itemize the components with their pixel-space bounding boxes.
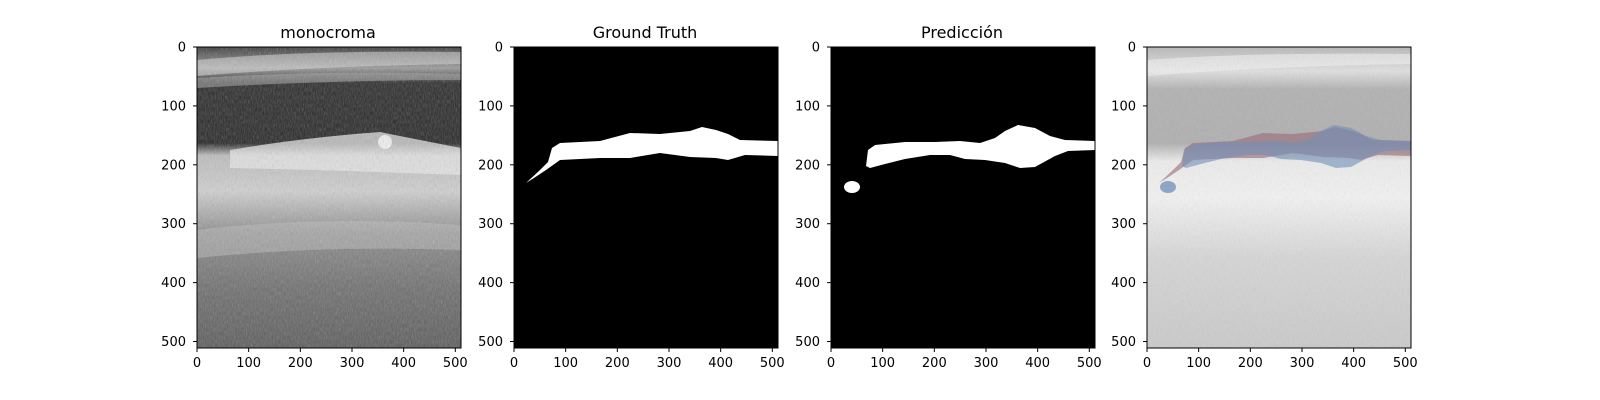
x-tick-label: 500 — [443, 356, 468, 371]
y-tick-label: 400 — [478, 276, 503, 291]
y-tick-label: 500 — [1111, 335, 1136, 350]
x-tick-label: 300 — [340, 356, 365, 371]
y-tick-label: 200 — [478, 158, 503, 173]
panel-monocroma: monocroma — [197, 23, 461, 348]
x-tick-label: 400 — [1341, 356, 1366, 371]
y-tick-label: 200 — [161, 158, 186, 173]
ground-truth-mask — [514, 47, 778, 348]
axes-3: 0 100 200 300 400 500 0 100 200 300 400 500 — [795, 41, 1102, 372]
y-tick-label: 300 — [478, 217, 503, 232]
x-tick-label: 300 — [1290, 356, 1315, 371]
y-tick-label: 100 — [161, 99, 186, 114]
axes-layer: 0 100 200 300 400 500 0 100 200 300 400 500 0 100 200 3… — [161, 41, 1418, 372]
y-tick-label: 300 — [161, 217, 186, 232]
ultrasound-image — [197, 47, 461, 348]
axes-4: 0 100 200 300 400 500 0 100 200 300 400 500 — [1111, 41, 1418, 372]
x-tick-label: 100 — [1186, 356, 1211, 371]
x-tick-label: 400 — [1025, 356, 1050, 371]
x-tick-label: 500 — [760, 356, 785, 371]
x-tick-label: 100 — [870, 356, 895, 371]
x-tick-label: 400 — [708, 356, 733, 371]
x-tick-label: 200 — [605, 356, 630, 371]
x-tick-label: 300 — [974, 356, 999, 371]
y-tick-label: 400 — [795, 276, 820, 291]
axes-1: 0 100 200 300 400 500 0 100 200 300 400 500 — [161, 41, 468, 372]
y-tick-label: 500 — [161, 335, 186, 350]
y-tick-label: 100 — [795, 99, 820, 114]
y-tick-label: 200 — [1111, 158, 1136, 173]
prediction-mask — [831, 47, 1095, 348]
axes-2: 0 100 200 300 400 500 0 100 200 300 400 500 — [478, 41, 785, 372]
y-tick-label: 0 — [178, 41, 186, 56]
panel-ground-truth: Ground Truth — [514, 23, 778, 348]
y-tick-label: 0 — [812, 41, 820, 56]
y-tick-label: 400 — [161, 276, 186, 291]
x-tick-label: 200 — [288, 356, 313, 371]
panel-overlay — [1147, 47, 1411, 348]
panel-title: monocroma — [280, 23, 376, 42]
axes-frame — [830, 46, 1096, 349]
x-tick-label: 200 — [1238, 356, 1263, 371]
y-tick-label: 100 — [478, 99, 503, 114]
x-tick-label: 100 — [236, 356, 261, 371]
y-tick-label: 500 — [478, 335, 503, 350]
x-tick-label: 0 — [1143, 356, 1151, 371]
prediction-overlay — [1182, 125, 1411, 168]
y-tick-label: 500 — [795, 335, 820, 350]
x-tick-label: 500 — [1077, 356, 1102, 371]
y-tick-label: 400 — [1111, 276, 1136, 291]
y-tick-label: 0 — [495, 41, 503, 56]
y-tick-label: 0 — [1128, 41, 1136, 56]
panel-title: Ground Truth — [593, 23, 698, 42]
x-tick-label: 500 — [1393, 356, 1418, 371]
y-tick-label: 200 — [795, 158, 820, 173]
panel-title: Predicción — [921, 23, 1003, 42]
overlay-image — [1147, 47, 1411, 348]
x-tick-label: 300 — [657, 356, 682, 371]
axes-frame — [513, 46, 779, 349]
axes-frame — [196, 46, 462, 349]
x-tick-label: 0 — [827, 356, 835, 371]
x-tick-label: 400 — [391, 356, 416, 371]
x-tick-label: 100 — [553, 356, 578, 371]
x-tick-label: 0 — [510, 356, 518, 371]
x-tick-label: 0 — [193, 356, 201, 371]
y-tick-label: 300 — [795, 217, 820, 232]
x-tick-label: 200 — [922, 356, 947, 371]
y-tick-label: 300 — [1111, 217, 1136, 232]
axes-frame — [1146, 46, 1412, 349]
y-tick-label: 100 — [1111, 99, 1136, 114]
panel-prediccion: Predicción — [831, 23, 1095, 348]
